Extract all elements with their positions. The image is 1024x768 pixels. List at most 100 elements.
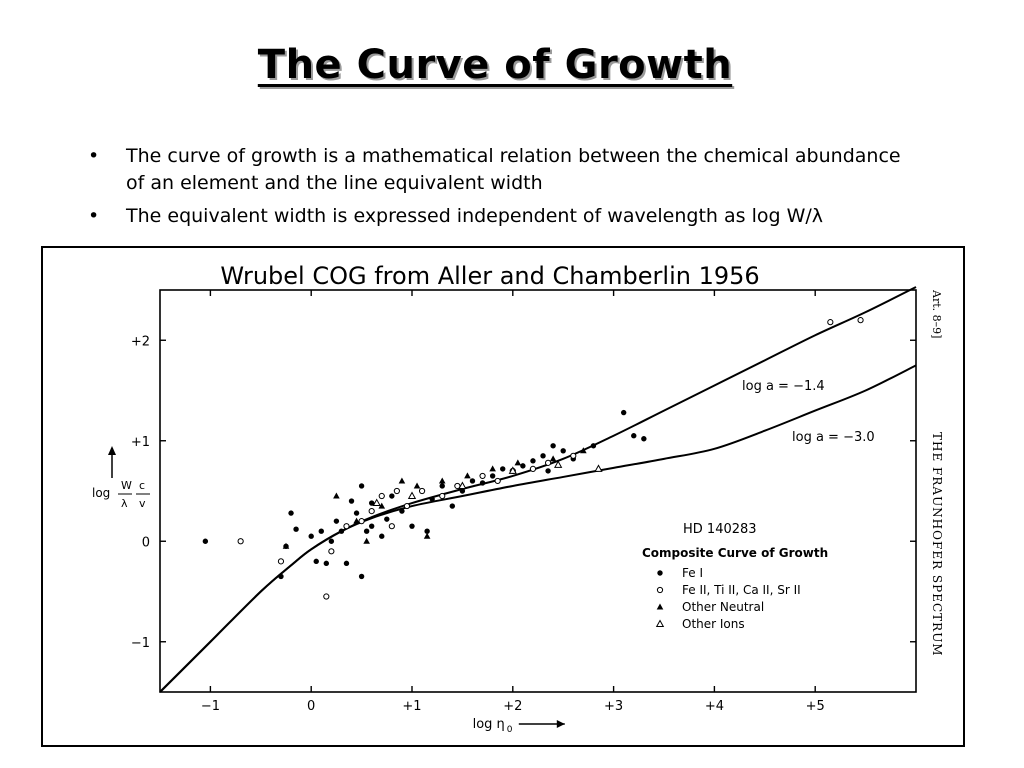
- data-point: [530, 458, 536, 464]
- data-point: [202, 538, 209, 544]
- curve-line: [159, 364, 917, 693]
- data-point: [641, 436, 647, 442]
- y-tick-label: 0: [142, 535, 150, 550]
- y-axis-arrowhead: [108, 446, 116, 455]
- x-tick-label: +3: [604, 699, 623, 714]
- data-point: [469, 478, 476, 484]
- legend-label: Other Neutral: [682, 600, 764, 614]
- y-axis-label-lambda: λ: [121, 497, 128, 510]
- data-point: [348, 498, 355, 504]
- data-point: [237, 538, 244, 545]
- data-point: [372, 498, 381, 507]
- data-point: [358, 483, 365, 489]
- data-point: [407, 491, 417, 500]
- data-point: [560, 448, 566, 454]
- data-point: [388, 523, 395, 530]
- y-tick-label: −1: [131, 636, 150, 651]
- data-point: [403, 502, 411, 510]
- figure-caption: Wrubel COG from Aller and Chamberlin 195…: [220, 262, 760, 290]
- x-tick-label: +1: [402, 699, 421, 714]
- curve-label: log a = −3.0: [792, 430, 875, 445]
- data-point: [393, 487, 400, 495]
- data-point: [277, 558, 285, 565]
- data-point: [378, 492, 385, 500]
- data-point: [458, 481, 467, 489]
- data-point: [520, 463, 526, 469]
- data-point: [500, 466, 506, 472]
- data-point: [489, 465, 496, 472]
- data-point: [590, 443, 597, 449]
- data-point: [409, 523, 415, 529]
- y-axis-label-c: c: [139, 479, 145, 492]
- legend-marker: [655, 619, 665, 627]
- data-point: [489, 473, 496, 479]
- data-point: [358, 518, 365, 525]
- data-point: [343, 560, 350, 567]
- data-point: [278, 573, 284, 580]
- data-point: [594, 464, 603, 472]
- y-axis-label-w: W: [121, 479, 132, 492]
- data-point: [449, 503, 456, 509]
- data-point: [333, 492, 340, 499]
- data-point: [439, 483, 445, 489]
- data-point: [353, 510, 360, 516]
- data-point: [363, 537, 370, 544]
- data-point: [423, 532, 431, 539]
- data-point: [323, 560, 330, 567]
- data-point: [318, 528, 324, 534]
- data-point: [368, 508, 375, 515]
- bullet-text: The equivalent width is expressed indepe…: [126, 205, 824, 227]
- y-axis-label-v: v: [139, 497, 146, 510]
- x-axis-label: log η: [473, 717, 505, 732]
- data-point: [479, 480, 486, 486]
- legend-marker: [656, 586, 664, 594]
- data-point: [363, 528, 370, 534]
- legend-marker: [657, 570, 663, 576]
- data-point: [328, 538, 335, 544]
- data-point: [378, 502, 386, 509]
- data-point: [494, 477, 501, 485]
- data-point: [424, 528, 430, 534]
- legend-label: Fe I: [682, 566, 703, 580]
- side-text-title: THE FRAUNHOFER SPECTRUM: [930, 432, 944, 657]
- data-point: [399, 508, 405, 514]
- figure-frame: [41, 246, 965, 747]
- x-tick-label: +5: [806, 699, 825, 714]
- data-point: [464, 472, 471, 479]
- slide-title: The Curve of Growth: [257, 42, 733, 88]
- data-point: [333, 518, 340, 524]
- data-point: [631, 433, 637, 439]
- x-tick-label: 0: [307, 699, 315, 714]
- data-point: [384, 516, 390, 522]
- y-axis-label: log: [92, 486, 110, 500]
- plot-frame: [159, 289, 917, 693]
- data-point: [545, 468, 551, 474]
- data-point: [398, 477, 406, 484]
- data-point: [857, 317, 864, 324]
- data-point: [368, 523, 375, 529]
- data-point: [338, 528, 345, 534]
- data-point: [439, 492, 446, 500]
- y-tick-label: +1: [131, 435, 150, 450]
- legend-label: Fe II, Ti II, Ca II, Sr II: [682, 583, 801, 597]
- x-tick-label: +4: [705, 699, 724, 714]
- data-point: [282, 542, 290, 549]
- data-point: [288, 510, 294, 516]
- data-point: [438, 477, 446, 484]
- data-point: [508, 466, 517, 474]
- data-point: [413, 482, 421, 489]
- data-point: [550, 443, 556, 449]
- data-point: [308, 533, 314, 539]
- legend-label: Other Ions: [682, 617, 745, 631]
- data-point: [389, 493, 395, 499]
- data-point: [368, 500, 375, 506]
- x-tick-label: +2: [503, 699, 522, 714]
- chart-title: HD 140283: [683, 522, 757, 537]
- data-point: [328, 548, 335, 555]
- data-point: [418, 487, 426, 495]
- data-point: [429, 496, 435, 502]
- data-point: [620, 409, 627, 416]
- data-point: [323, 593, 330, 600]
- x-axis-arrowhead: [556, 720, 565, 728]
